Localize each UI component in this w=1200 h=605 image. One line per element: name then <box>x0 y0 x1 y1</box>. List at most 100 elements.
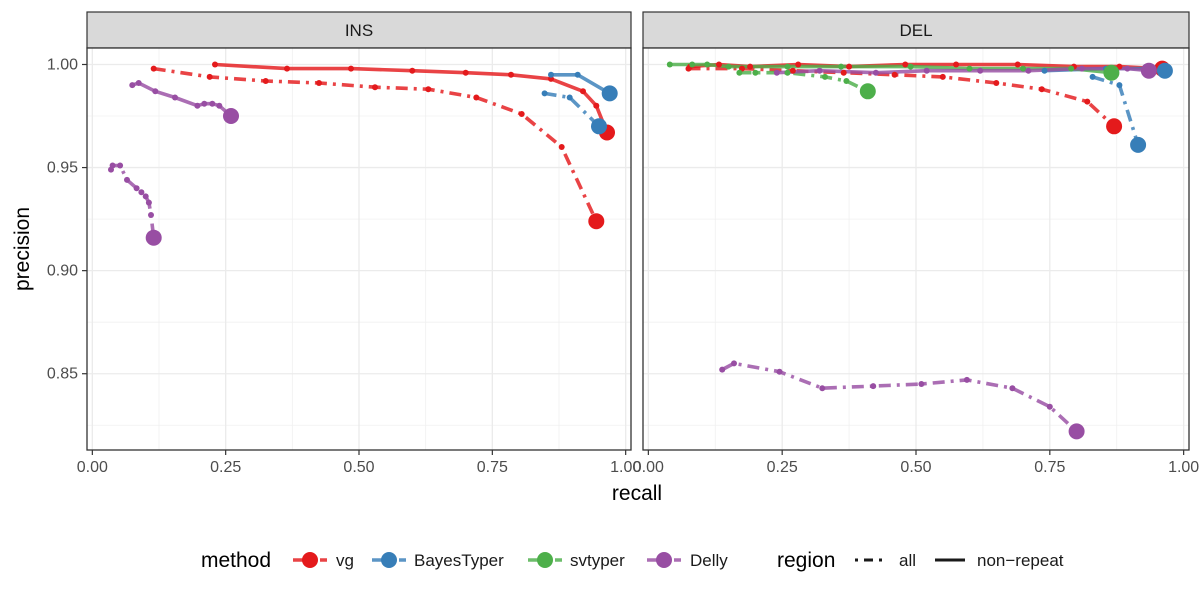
series-point <box>939 73 946 80</box>
series-point <box>1041 67 1048 74</box>
series-point <box>689 61 696 68</box>
series-point <box>172 94 178 101</box>
series-point <box>138 189 145 196</box>
series-point <box>109 162 116 169</box>
series-endpoint <box>591 118 607 135</box>
series-endpoint <box>1130 136 1147 153</box>
facet-strip-label: INS <box>345 21 373 40</box>
series-point <box>891 71 898 78</box>
series-point <box>548 71 554 78</box>
legend-label: vg <box>336 551 354 570</box>
series-point <box>773 69 780 76</box>
series-point <box>1124 65 1131 72</box>
y-axis-title: precision <box>11 207 34 291</box>
series-point <box>1078 65 1085 72</box>
series-line-bayestyper-all <box>544 91 601 128</box>
x-tick-label: 0.75 <box>477 459 508 476</box>
series-point <box>731 360 737 367</box>
series-point <box>150 65 157 72</box>
x-tick-label: 0.25 <box>210 459 241 476</box>
series-point <box>194 102 201 109</box>
series-endpoint <box>1068 423 1085 440</box>
series-point <box>425 86 432 93</box>
series-point <box>133 185 140 192</box>
series-point <box>152 88 159 95</box>
series-point <box>409 67 416 74</box>
legend-key-point <box>656 552 672 568</box>
legend-key-point <box>302 552 318 568</box>
legend-key-point <box>381 552 397 568</box>
y-tick-label: 1.00 <box>47 56 78 73</box>
series-line-svtyper-all <box>739 70 869 93</box>
series-point <box>872 69 879 76</box>
y-tick-label: 0.90 <box>47 263 78 280</box>
series-point <box>776 368 783 375</box>
series-line-delly-all <box>109 163 156 238</box>
series-point <box>574 71 581 78</box>
series-point <box>784 63 791 70</box>
series-point <box>923 67 930 74</box>
series-point <box>518 111 525 117</box>
series-point <box>1046 403 1053 410</box>
series-point <box>870 383 877 390</box>
series-point <box>1009 385 1016 392</box>
series-point <box>816 67 823 74</box>
series-endpoint <box>859 83 876 100</box>
legend-item-bayestyper: BayesTyper <box>372 551 504 570</box>
series-point <box>1025 67 1032 74</box>
x-tick-label: 0.00 <box>633 459 664 476</box>
series-point <box>372 84 378 91</box>
series-point <box>284 65 290 72</box>
series-endpoint <box>1106 118 1123 135</box>
series-point <box>348 65 354 72</box>
legend-title-region: region <box>777 549 835 572</box>
series-point <box>716 61 722 68</box>
series-endpoint <box>1140 62 1157 79</box>
x-tick-label: 1.00 <box>1168 459 1199 476</box>
series-point <box>117 162 124 169</box>
facet-strip <box>642 11 1190 49</box>
x-axis-title: recall <box>612 482 662 505</box>
series-line-vg-non-repeat <box>214 62 609 134</box>
series-point <box>838 63 845 70</box>
series-point <box>1038 86 1045 93</box>
facet-strip <box>86 11 632 49</box>
legend-label: all <box>899 551 916 570</box>
series-point <box>819 385 826 392</box>
series-point <box>316 80 322 86</box>
legend: method vg BayesTyper svtyper Delly region all n… <box>201 549 1064 572</box>
series-point <box>209 100 216 107</box>
series-point <box>262 78 269 84</box>
series-point <box>145 199 152 206</box>
series-point <box>736 69 743 76</box>
series-point <box>1089 73 1096 80</box>
x-tick-label: 0.00 <box>77 459 108 476</box>
series-point <box>124 176 130 183</box>
series-point <box>918 381 925 387</box>
series-point <box>473 94 480 101</box>
series-point <box>135 80 142 86</box>
series-point <box>666 61 673 68</box>
legend-key-point <box>537 552 553 568</box>
legend-item-svtyper: svtyper <box>528 551 625 570</box>
series-point <box>1020 65 1027 72</box>
legend-item-region-all: all <box>855 551 916 570</box>
legend-label: Delly <box>690 551 728 570</box>
series-endpoint <box>145 229 162 246</box>
series-point <box>719 366 726 373</box>
x-tick-label: 0.75 <box>1034 459 1065 476</box>
y-tick-label: 0.85 <box>47 366 78 383</box>
facet-strip-label: DEL <box>899 21 932 40</box>
series-point <box>548 75 554 82</box>
legend-label: svtyper <box>570 551 625 570</box>
series-point <box>462 69 469 76</box>
series-point <box>580 88 586 95</box>
series-point <box>843 78 850 84</box>
series-line-vg-all <box>153 66 598 222</box>
series-endpoint <box>223 108 239 124</box>
series-point <box>148 212 154 218</box>
panel-ins: INS 0.00 0.25 0.50 0.75 1.00 0.85 0.90 0.95 1.00 <box>47 11 641 476</box>
series-point <box>212 61 218 68</box>
x-tick-label: 0.50 <box>343 459 374 476</box>
